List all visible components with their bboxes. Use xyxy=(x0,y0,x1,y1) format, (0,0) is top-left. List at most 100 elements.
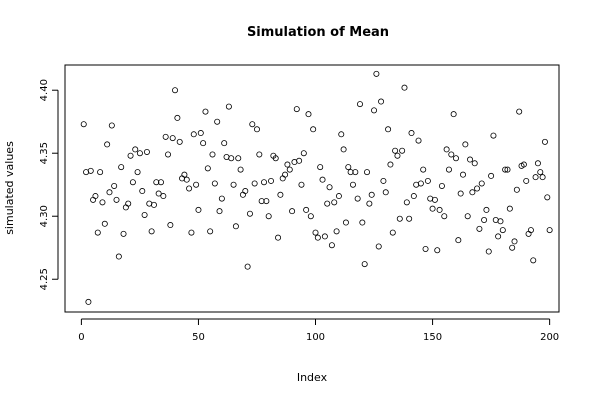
data-point xyxy=(544,194,551,201)
data-point xyxy=(275,234,282,241)
data-point xyxy=(417,180,424,187)
x-axis: 0 50 100 150 200 xyxy=(78,318,559,343)
data-point xyxy=(209,151,216,158)
data-point xyxy=(462,141,469,148)
data-point xyxy=(165,151,172,158)
data-point xyxy=(490,132,497,139)
data-point xyxy=(225,103,232,110)
data-point xyxy=(506,205,513,212)
data-point xyxy=(471,160,478,167)
x-tick-label: 50 xyxy=(192,332,205,343)
data-point xyxy=(460,171,467,178)
data-point xyxy=(509,244,516,251)
data-point xyxy=(399,147,406,154)
data-point xyxy=(448,151,455,158)
data-point xyxy=(277,191,284,198)
data-point xyxy=(183,176,190,183)
data-point xyxy=(242,188,249,195)
data-point xyxy=(375,243,382,250)
data-point xyxy=(80,121,87,128)
data-point xyxy=(485,248,492,255)
data-point xyxy=(431,196,438,203)
data-points xyxy=(80,70,553,305)
data-point xyxy=(478,180,485,187)
data-point xyxy=(253,126,260,133)
data-point xyxy=(230,181,237,188)
data-point xyxy=(457,190,464,197)
data-point xyxy=(256,151,263,158)
data-point xyxy=(324,200,331,207)
data-point xyxy=(450,111,457,118)
data-point xyxy=(104,141,111,148)
data-point xyxy=(328,242,335,249)
data-point xyxy=(380,177,387,184)
data-point xyxy=(406,215,413,222)
data-point xyxy=(483,206,490,213)
data-point xyxy=(115,253,122,260)
plot-frame xyxy=(64,64,560,313)
data-point xyxy=(452,155,459,162)
data-point xyxy=(469,189,476,196)
data-point xyxy=(410,193,417,200)
data-point xyxy=(443,146,450,153)
data-point xyxy=(221,140,228,147)
data-point xyxy=(268,177,275,184)
data-point xyxy=(195,206,202,213)
data-point xyxy=(359,219,366,226)
data-point xyxy=(246,210,253,217)
data-point xyxy=(139,188,146,195)
data-point xyxy=(527,227,534,234)
data-point xyxy=(396,215,403,222)
data-point xyxy=(106,189,113,196)
data-point xyxy=(317,164,324,171)
data-point xyxy=(174,114,181,121)
data-point xyxy=(429,205,436,212)
data-point xyxy=(167,222,174,229)
data-point xyxy=(193,181,200,188)
data-point xyxy=(382,189,389,196)
data-point xyxy=(415,137,422,144)
data-point xyxy=(333,228,340,235)
data-point xyxy=(310,126,317,133)
data-point xyxy=(455,237,462,244)
data-point xyxy=(385,126,392,133)
data-point xyxy=(113,196,120,203)
data-point xyxy=(92,193,99,200)
data-point xyxy=(326,184,333,191)
data-point xyxy=(150,201,157,208)
data-point xyxy=(141,211,148,218)
data-point xyxy=(111,182,118,189)
data-point xyxy=(286,166,293,173)
data-point xyxy=(263,198,270,205)
data-point xyxy=(364,169,371,176)
data-point xyxy=(371,107,378,114)
data-point xyxy=(188,229,195,236)
data-point xyxy=(354,195,361,202)
data-point xyxy=(134,169,141,176)
data-point xyxy=(394,152,401,159)
y-tick-label: 4.25 xyxy=(39,268,50,290)
data-point xyxy=(356,101,363,108)
data-point xyxy=(153,179,160,186)
data-point xyxy=(403,199,410,206)
data-point xyxy=(197,130,204,137)
data-point xyxy=(378,98,385,105)
data-point xyxy=(366,200,373,207)
data-point xyxy=(202,108,209,115)
data-point xyxy=(162,133,169,140)
data-point xyxy=(136,150,143,157)
data-point xyxy=(190,131,197,138)
data-point xyxy=(125,200,132,207)
chart-title: Simulation of Mean xyxy=(247,25,389,40)
data-point xyxy=(481,217,488,224)
data-point xyxy=(122,204,129,211)
data-point xyxy=(228,155,235,162)
data-point xyxy=(504,166,511,173)
data-point xyxy=(539,174,546,181)
data-point xyxy=(94,229,101,236)
data-point xyxy=(265,213,272,220)
data-point xyxy=(516,108,523,115)
x-tick-label: 0 xyxy=(78,332,84,343)
data-point xyxy=(85,298,92,305)
